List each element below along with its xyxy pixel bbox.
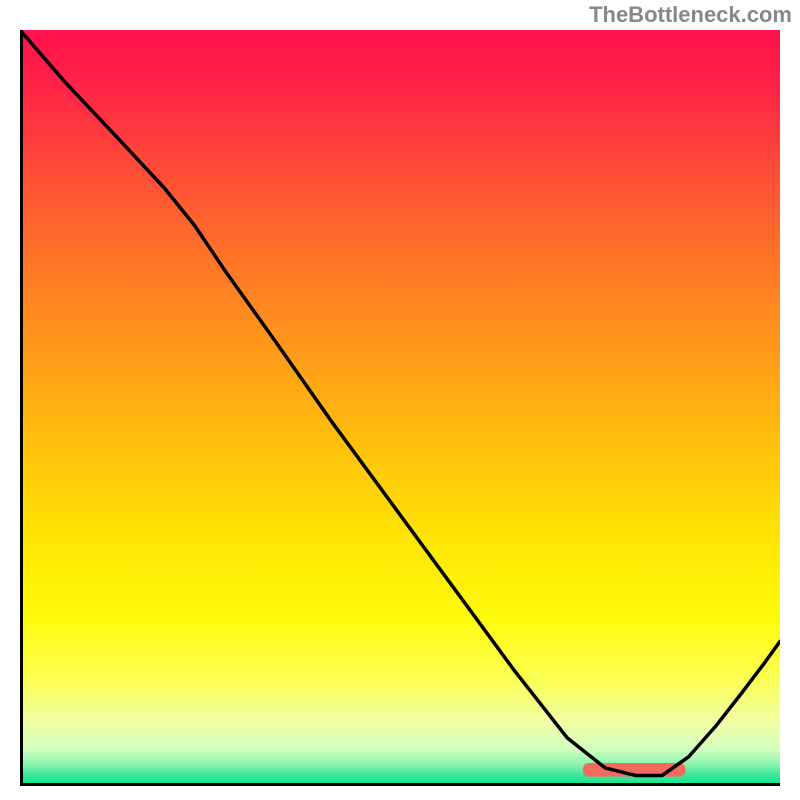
plot-area <box>20 30 780 783</box>
y-axis <box>20 30 23 783</box>
curve-line <box>20 30 780 775</box>
x-axis <box>20 783 780 786</box>
chart-overlay <box>20 30 780 783</box>
attribution-text: TheBottleneck.com <box>589 2 792 28</box>
